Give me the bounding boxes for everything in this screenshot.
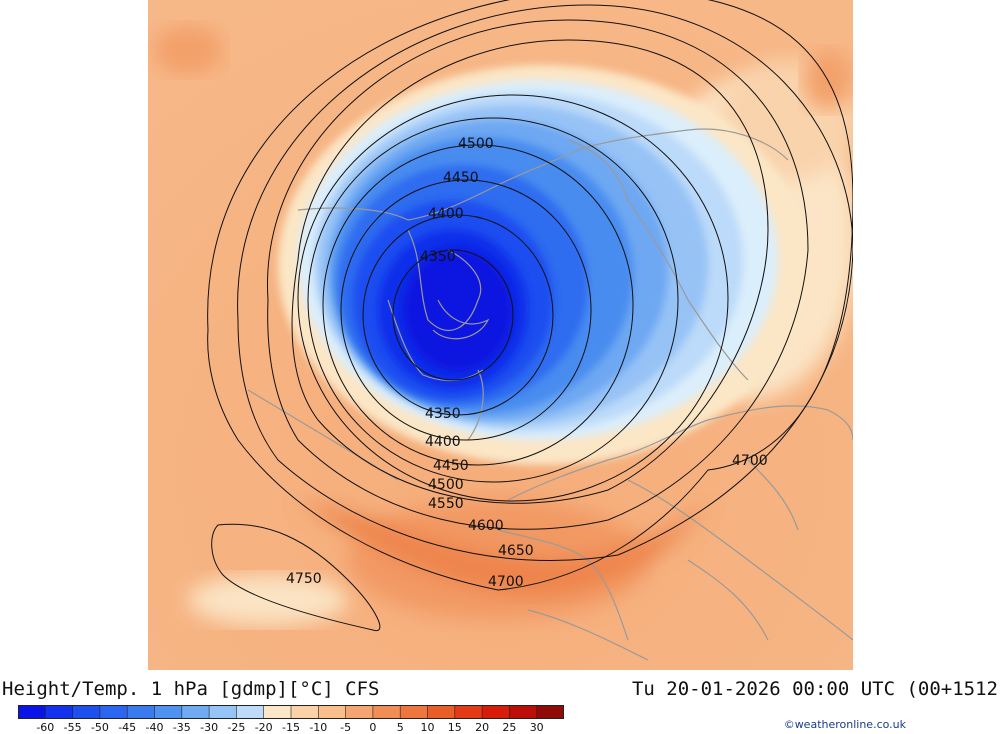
colorbar-swatch bbox=[481, 705, 511, 719]
contour-label: 4600 bbox=[468, 518, 504, 534]
colorbar-tick-label: -50 bbox=[90, 721, 109, 734]
colorbar-swatch bbox=[454, 705, 483, 719]
credit-link[interactable]: ©weatheronline.co.uk bbox=[783, 718, 906, 731]
contour-label: 4750 bbox=[286, 571, 322, 587]
colorbar-tick-label: -5 bbox=[340, 721, 352, 734]
colorbar-tick-label: 30 bbox=[529, 721, 544, 734]
colorbar-tick-label: 0 bbox=[369, 721, 377, 734]
colorbar-tick-label: -60 bbox=[36, 721, 55, 734]
map-title: Height/Temp. 1 hPa [gdmp][°C] CFS bbox=[2, 678, 380, 700]
colorbar-labels: -60 -55 -50 -45 -40 -35 -30 -25 -20 -15 -10 -5 0 5 10 1… bbox=[18, 721, 578, 734]
colorbar-tick-label: -10 bbox=[309, 721, 328, 734]
colorbar-swatch bbox=[236, 705, 265, 719]
colorbar-swatch bbox=[263, 705, 292, 719]
colorbar-border bbox=[18, 705, 564, 719]
contour-label: 4650 bbox=[498, 543, 534, 559]
contour-label: 4500 bbox=[428, 477, 464, 493]
colorbar-swatch bbox=[44, 705, 74, 719]
colorbar-tick-label: -15 bbox=[282, 721, 300, 734]
contour-labels: 4500 4450 4400 4350 4350 4400 4450 4500 … bbox=[286, 136, 768, 590]
contour-label: 4550 bbox=[428, 496, 464, 512]
contour-label: 4400 bbox=[425, 434, 461, 450]
weather-map: 4500 4450 4400 4350 4350 4400 4450 4500 … bbox=[148, 0, 853, 670]
colorbar-swatch bbox=[72, 705, 101, 719]
colorbar-swatch bbox=[427, 705, 456, 719]
colorbar-tick-label: -20 bbox=[254, 721, 273, 734]
colorbar-tick-label: -25 bbox=[227, 721, 246, 734]
colorbar-swatch bbox=[372, 705, 401, 719]
contour-label: 4350 bbox=[420, 249, 456, 265]
colorbar-swatch bbox=[181, 705, 210, 719]
coastlines bbox=[247, 128, 853, 661]
colorbar-swatch bbox=[317, 705, 347, 719]
colorbar-tick-label: 25 bbox=[502, 721, 517, 734]
height-contours bbox=[207, 0, 853, 632]
colorbar-swatch bbox=[536, 705, 564, 719]
colorbar-swatch bbox=[399, 705, 429, 719]
colorbar-tick-label: 5 bbox=[396, 721, 404, 734]
colorbar-tick-label: 10 bbox=[420, 721, 435, 734]
colorbar-tick-label: -30 bbox=[200, 721, 219, 734]
valid-time: Tu 20-01-2026 00:00 UTC (00+1512 bbox=[631, 678, 998, 700]
colorbar-swatch bbox=[154, 705, 183, 719]
contour-label: 4700 bbox=[488, 574, 524, 590]
colorbar-swatch bbox=[208, 705, 238, 719]
colorbar-tick-label: -40 bbox=[145, 721, 164, 734]
contour-label: 4450 bbox=[433, 458, 469, 474]
colorbar-swatch bbox=[290, 705, 320, 719]
colorbar-swatch bbox=[345, 705, 374, 719]
colorbar-tick-label: 15 bbox=[447, 721, 462, 734]
colorbar-swatch bbox=[126, 705, 156, 719]
contour-label: 4450 bbox=[443, 170, 479, 186]
colorbar-tick-label: 20 bbox=[475, 721, 490, 734]
colorbar-swatch bbox=[509, 705, 538, 719]
colorbar-swatch bbox=[18, 705, 47, 719]
contour-label: 4400 bbox=[428, 206, 464, 222]
colorbar bbox=[18, 705, 564, 719]
colorbar-tick-label: -55 bbox=[63, 721, 82, 734]
contour-label: 4700 bbox=[732, 453, 768, 469]
colorbar-tick-label: -45 bbox=[118, 721, 137, 734]
colorbar-tick-label: -35 bbox=[172, 721, 191, 734]
contour-label: 4350 bbox=[425, 406, 461, 422]
contour-label: 4500 bbox=[458, 136, 494, 152]
colorbar-swatch bbox=[99, 705, 129, 719]
